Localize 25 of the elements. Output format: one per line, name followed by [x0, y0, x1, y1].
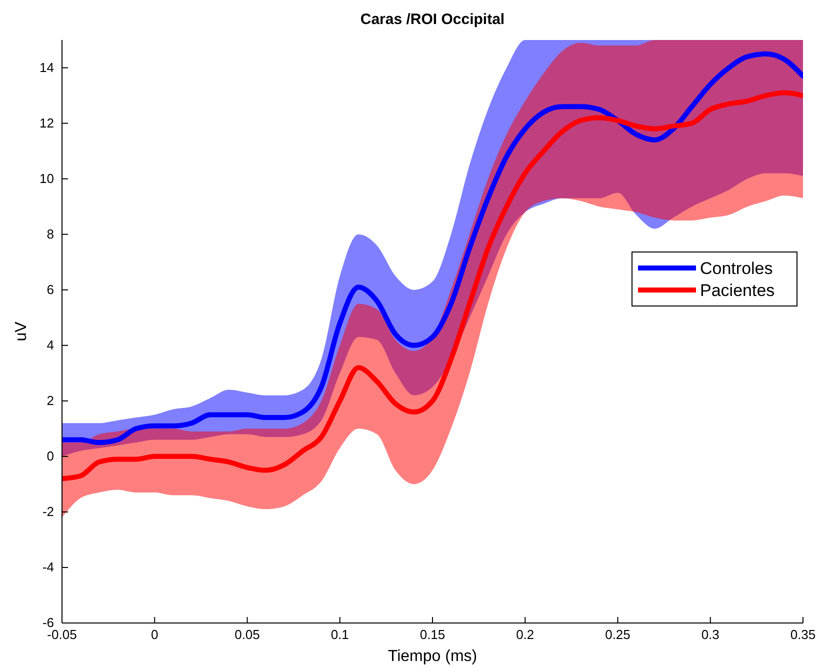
legend-label: Controles: [700, 259, 773, 278]
x-tick-label: 0.1: [330, 627, 349, 642]
legend-label: Pacientes: [700, 281, 775, 300]
y-tick-label: 8: [46, 226, 54, 242]
x-tick-label: 0.3: [701, 627, 720, 642]
x-tick-label: -0.05: [47, 627, 77, 642]
y-tick-label: -2: [42, 504, 54, 519]
x-tick-label: 0.35: [790, 627, 816, 642]
x-axis-title: Tiempo (ms): [388, 648, 478, 665]
y-tick-label: 12: [40, 115, 54, 130]
chart-title: Caras /ROI Occipital: [360, 11, 505, 28]
y-tick-label: 4: [46, 337, 54, 352]
x-tick-label: 0.25: [605, 627, 630, 642]
y-tick-label: 6: [46, 282, 54, 297]
x-tick-label: 0.2: [516, 627, 534, 642]
y-tick-label: -4: [42, 559, 54, 574]
y-tick-label: 2: [46, 392, 54, 408]
y-tick-label: -6: [42, 615, 54, 630]
y-tick-label: 0: [46, 448, 54, 464]
y-tick-label: 14: [40, 60, 54, 75]
x-tick-label: 0.05: [234, 627, 260, 642]
x-tick-label: 0.15: [420, 627, 446, 642]
y-axis-title: uV: [13, 321, 30, 342]
y-tick-label: 10: [40, 170, 54, 186]
x-tick-label: 0: [151, 627, 158, 642]
